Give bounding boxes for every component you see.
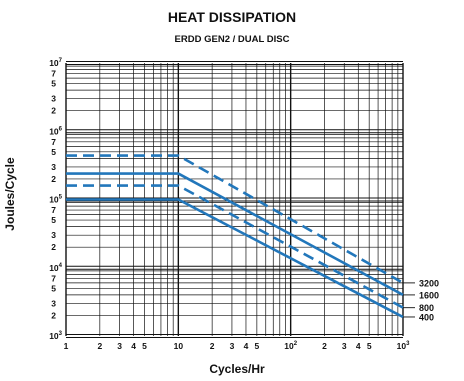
y-tick-label: 106 bbox=[49, 126, 62, 136]
x-tick-label: 10 bbox=[174, 341, 184, 351]
x-axis-label: Cycles/Hr bbox=[209, 362, 265, 376]
x-tick-label: 4 bbox=[356, 341, 361, 351]
y-tick-label: 7 bbox=[51, 273, 56, 283]
x-tick-label: 4 bbox=[244, 341, 249, 351]
x-tick-labels: 1 2 3 4 5 10 2 3 4 5 102 2 3 4 5 103 bbox=[64, 341, 410, 351]
y-tick-label: 3 bbox=[51, 298, 56, 308]
y-tick-label: 2 bbox=[51, 174, 56, 184]
y-tick-label: 7 bbox=[51, 69, 56, 79]
y-tick-label: 5 bbox=[51, 215, 56, 225]
y-tick-label: 7 bbox=[51, 205, 56, 215]
x-tick-label: 2 bbox=[97, 341, 102, 351]
x-tick-label: 102 bbox=[284, 341, 297, 351]
x-tick-label: 2 bbox=[322, 341, 327, 351]
chart-title: HEAT DISSIPATION bbox=[168, 9, 296, 25]
x-tick-label: 4 bbox=[131, 341, 136, 351]
y-tick-label: 105 bbox=[49, 195, 62, 205]
y-tick-label: 2 bbox=[51, 310, 56, 320]
y-tick-label: 2 bbox=[51, 242, 56, 252]
series-line-400 bbox=[66, 198, 404, 319]
x-tick-label: 5 bbox=[367, 341, 372, 351]
y-tick-label: 7 bbox=[51, 137, 56, 147]
x-tick-label: 5 bbox=[142, 341, 147, 351]
y-axis-label: Joules/Cycle bbox=[3, 157, 17, 231]
x-tick-label: 1 bbox=[64, 341, 69, 351]
y-tick-label: 3 bbox=[51, 162, 56, 172]
series-line-3200 bbox=[66, 154, 404, 285]
series-label-800: 800 bbox=[419, 303, 434, 313]
y-tick-label: 5 bbox=[51, 147, 56, 157]
series-lines bbox=[66, 154, 404, 319]
x-tick-label: 3 bbox=[230, 341, 235, 351]
x-tick-label: 3 bbox=[342, 341, 347, 351]
series-line-800 bbox=[66, 184, 404, 309]
y-tick-label: 3 bbox=[51, 94, 56, 104]
series-label-1600: 1600 bbox=[419, 290, 439, 300]
series-line-1600 bbox=[66, 172, 404, 297]
y-tick-label: 5 bbox=[51, 79, 56, 89]
x-tick-label: 5 bbox=[254, 341, 259, 351]
y-tick-label: 5 bbox=[51, 283, 56, 293]
x-tick-label: 3 bbox=[117, 341, 122, 351]
series-label-3200: 3200 bbox=[419, 278, 439, 288]
y-tick-label: 2 bbox=[51, 106, 56, 116]
series-label-400: 400 bbox=[419, 312, 434, 322]
x-tick-label: 2 bbox=[210, 341, 215, 351]
chart-subtitle: ERDD GEN2 / DUAL DISC bbox=[175, 34, 290, 45]
y-tick-label: 3 bbox=[51, 230, 56, 240]
y-tick-label: 104 bbox=[49, 263, 62, 273]
y-tick-label: 103 bbox=[49, 331, 62, 341]
y-tick-label: 107 bbox=[49, 58, 62, 68]
x-tick-label: 103 bbox=[397, 341, 410, 351]
